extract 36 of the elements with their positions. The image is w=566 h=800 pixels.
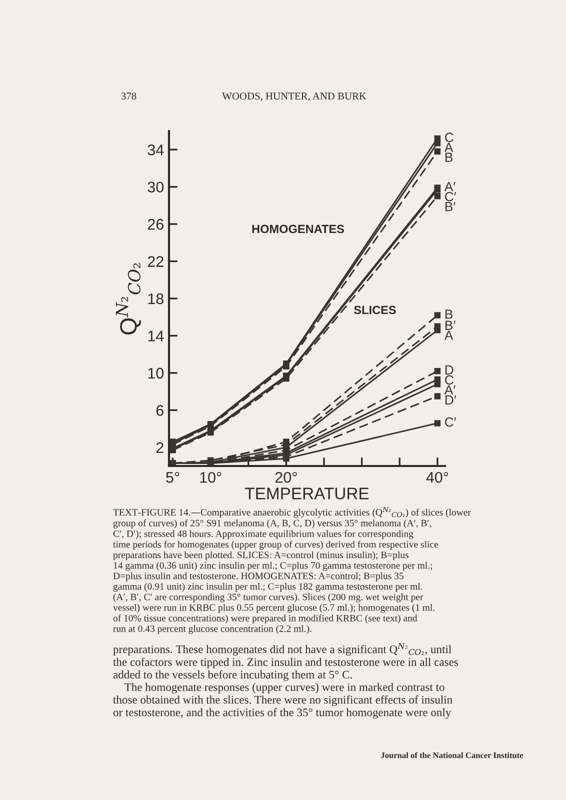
- y-tick-label: 26: [148, 218, 164, 230]
- series-label: B′: [445, 202, 456, 212]
- series-label: C′: [445, 417, 456, 427]
- text: TEXT-FIGURE 14.—Comparative anaerobic glycolytic activities (Q$^{N₂}$$_{CO₂}$) of slices (lower group of curves) of 25° S91 melanoma (A, B, C, D) versus 35° melanoma (A′, B′, C′, D′); stressed 48 hours. Approximate equilibrium values for corresponding time periods for homogenates (upper group of curves) derived from respective slice preparations have been plotted. SLICES: A=control (minus insulin); B=plus 14 gamma (0.36 unit) zinc insulin per ml.; C=plus 70 gamma testosterone per ml.; D=plus insulin and testosterone. HOMOGENATES: A=control; B=plus 35 gamma (0.91 unit) zinc insulin per ml.; C=plus 182 gamma testosterone per ml. (A′, B′, C′ are corresponding 35° tumor curves). Slices (200 mg. wet weight per vessel) were run in KRBC plus 0.55 percent glucose (5.7 ml.); homogenates (1 ml. of 10% tissue concentrations) were prepared in modified KRBC (see text) and run at 0.43 percent glucose concentration (2.2 ml.).: [113, 507, 471, 634]
- text: Journal of the National Cancer Institute: [381, 752, 524, 758]
- y-tick-label: 18: [148, 293, 164, 304]
- y-tick-label: 2: [156, 442, 164, 453]
- series-label: A: [444, 330, 454, 340]
- x-tick-label: 10°: [200, 472, 222, 483]
- x-tick-label: 5°: [166, 472, 180, 483]
- series-label: C: [445, 132, 454, 142]
- series-label: A′: [444, 182, 456, 192]
- series-label: A′: [444, 385, 456, 394]
- y-tick-label: 14: [148, 330, 164, 342]
- series-label: B: [445, 310, 452, 319]
- annotation: HOMOGENATES: [252, 224, 344, 234]
- y-tick-label: 22: [148, 256, 164, 267]
- series-label: B: [445, 152, 452, 162]
- x-axis-title: TEMPERATURE: [245, 488, 369, 500]
- x-tick-label: 20°: [275, 472, 297, 483]
- series-label: D′: [445, 395, 456, 404]
- text: 378: [122, 92, 136, 100]
- series-label: A: [444, 142, 454, 152]
- text: preparations. These homogenates did not have a significant Q$^{N₂}$$_{CO₂}$, until the cofactors were tipped in. Zinc insulin and testosterone were in all cases added to the vessels before incubating them at 5° C. The homogenate responses (upper curves) were in marked contrast to those obtained with the slices. There were no significant effects of insulin or testosterone, and the activities of the 35° tumor homogenate were only: [113, 643, 458, 719]
- y-tick-label: 10: [148, 368, 164, 379]
- y-tick-label: 30: [148, 182, 164, 193]
- series-label: C′: [445, 192, 456, 202]
- x-tick-label: 40°: [426, 472, 448, 483]
- y-axis-title: Q$^{N₂}$$_{CO₂}$: [116, 263, 142, 334]
- y-tick-label: 34: [148, 144, 164, 156]
- series-label: B′: [445, 320, 456, 330]
- y-tick-label: 6: [156, 405, 164, 416]
- chart-title: WOODS, HUNTER, AND BURK: [222, 92, 366, 102]
- series-label: D: [445, 365, 454, 374]
- annotation: SLICES: [354, 306, 396, 314]
- series-label: C: [445, 375, 454, 385]
